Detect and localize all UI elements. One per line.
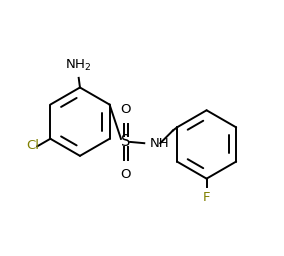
Text: NH$_2$: NH$_2$ bbox=[66, 58, 92, 73]
Text: O: O bbox=[120, 103, 131, 116]
Text: S: S bbox=[121, 134, 130, 150]
Text: Cl: Cl bbox=[26, 139, 39, 152]
Text: NH: NH bbox=[149, 137, 169, 150]
Text: F: F bbox=[203, 191, 210, 204]
Text: O: O bbox=[120, 168, 131, 181]
